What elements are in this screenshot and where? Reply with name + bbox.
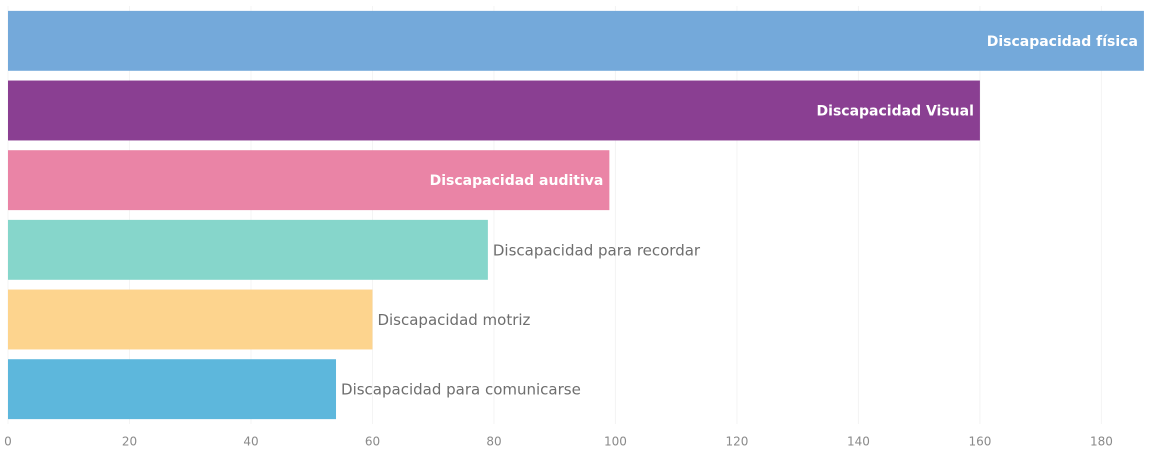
bar [8, 80, 980, 141]
bar-label: Discapacidad física [987, 34, 1138, 50]
bar-label: Discapacidad para comunicarse [341, 381, 581, 399]
x-tick-label: 80 [486, 435, 501, 449]
x-tick-label: 180 [1090, 435, 1113, 449]
bar-label: Discapacidad motriz [377, 311, 530, 329]
x-tick-label: 120 [725, 435, 748, 449]
bar [8, 289, 373, 350]
x-tick-label: 40 [243, 435, 258, 449]
bar-label: Discapacidad para recordar [493, 241, 701, 259]
x-tick-label: 20 [122, 435, 137, 449]
bar-label: Discapacidad Visual [817, 104, 974, 120]
x-tick-label: 100 [604, 435, 627, 449]
bar [8, 10, 1144, 71]
x-tick-label: 0 [4, 435, 12, 449]
bar [8, 359, 337, 420]
x-tick-label: 160 [968, 435, 991, 449]
bar-label: Discapacidad auditiva [430, 173, 604, 189]
x-tick-label: 140 [847, 435, 870, 449]
x-tick-label: 60 [365, 435, 380, 449]
bar [8, 219, 488, 280]
bar [8, 150, 610, 211]
